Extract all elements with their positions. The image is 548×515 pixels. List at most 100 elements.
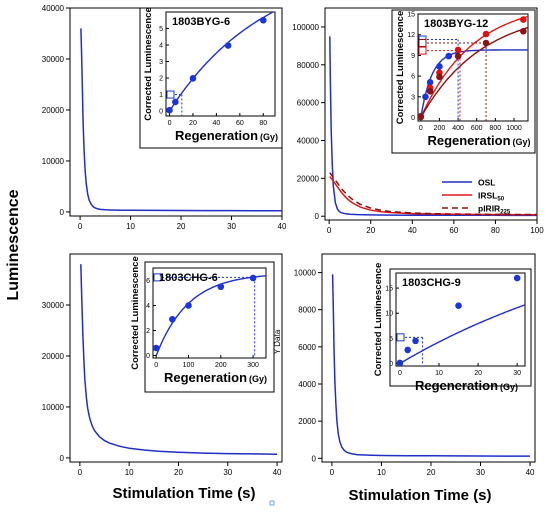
- legend-entry: IRSL50: [478, 191, 505, 203]
- x-tick-label: 60: [449, 226, 458, 235]
- y-tick-label: 0: [312, 454, 317, 463]
- inset-plot-frame: [395, 272, 526, 367]
- inset-y-tick-label: 5: [159, 26, 163, 33]
- series-line: [80, 28, 282, 212]
- inset-data-point: [454, 46, 462, 54]
- inset-y-tick-label: 10: [385, 311, 393, 318]
- inset-y-tick-label: 3: [159, 59, 163, 66]
- inset-x-axis-title: Regeneration: [415, 378, 498, 393]
- inset-x-tick-label: 400: [452, 125, 464, 132]
- inset-data-point: [259, 16, 267, 24]
- inset-x-axis-label: Regeneration (Gy): [415, 378, 518, 393]
- x-tick-label: 20: [174, 468, 183, 477]
- y-tick-label: 8000: [298, 306, 316, 315]
- inset-data-point: [185, 302, 192, 309]
- sample-label: 1803CHG-9: [402, 277, 461, 289]
- inset-data-point: [445, 52, 453, 60]
- inset-y-axis-label: Corrected Luminescence: [395, 11, 406, 125]
- inset-x-tick-label: 100: [183, 362, 195, 369]
- legend-entry-name: OSL: [478, 178, 495, 188]
- y-axis-label: Luminescence: [5, 189, 22, 300]
- inset-x-tick-label: 1000: [506, 125, 522, 132]
- inset-y-tick-label: 1: [159, 92, 163, 99]
- natural-signal-marker: [153, 273, 162, 282]
- inset-data-point: [217, 283, 225, 291]
- inset-x-tick-label: 800: [490, 125, 502, 132]
- legend-entry-subscript: 225: [500, 210, 511, 216]
- y-tick-label: 10000: [42, 157, 65, 166]
- x-tick-label: 0: [78, 222, 83, 231]
- inset-data-point: [189, 75, 197, 82]
- inset-right-axis-label: Y Data: [273, 329, 282, 354]
- inset-data-point: [172, 98, 179, 106]
- inset-x-tick-label: 40: [212, 120, 220, 127]
- inset-frame: [139, 7, 283, 149]
- y-tick-label: 40000: [42, 4, 65, 13]
- inset-x-axis-unit: (Gy): [260, 132, 278, 142]
- inset-x-tick-label: 0: [398, 370, 402, 377]
- inset-plot-frame: [165, 11, 276, 117]
- inset-y-tick-label: 4: [146, 303, 150, 310]
- inset-x-tick-label: 30: [513, 370, 521, 377]
- x-tick-label: 10: [377, 468, 386, 477]
- x-tick-label: 100: [530, 226, 544, 235]
- inset-data-point: [513, 274, 521, 282]
- sample-label: 1803BYG-6: [172, 16, 230, 28]
- sample-label: 1803CHG-6: [159, 272, 218, 284]
- series-line: [80, 264, 278, 456]
- x-tick-label: 40: [278, 222, 287, 231]
- inset-x-tick-label: 200: [434, 125, 446, 132]
- legend-entry-name: pIRIR: [478, 204, 500, 214]
- inset-fit-curve: [420, 15, 528, 118]
- inset-fit-curve: [168, 12, 275, 112]
- inset-data-point: [418, 113, 425, 121]
- inset-plot-frame: [152, 267, 267, 359]
- inset-data-point: [249, 274, 257, 282]
- inset-2: 0 200 400 600 800 1000 0 3 6 9 12 15 1803BYG-12 Regen…: [391, 9, 536, 154]
- inset-data-point: [436, 63, 443, 70]
- y-tick-label: 10000: [294, 269, 317, 278]
- y-tick-label: 0: [315, 212, 320, 221]
- x-tick-label: 0: [78, 468, 83, 477]
- x-tick-label: 20: [177, 222, 186, 231]
- y-tick-label: 100000: [292, 23, 319, 32]
- inset-y-tick-label: 0: [146, 353, 150, 360]
- y-tick-label: 0: [60, 208, 65, 217]
- inset-data-point: [455, 302, 462, 309]
- inset-y-axis-label: Corrected Luminescence: [143, 7, 154, 121]
- inset-x-tick-label: 60: [236, 120, 244, 127]
- inset-3: 0 100 200 300 0 2 4 6 1803CHG-6 Regeneration (Gy) C…: [130, 256, 275, 393]
- legend-entry-subscript: 50: [497, 197, 504, 203]
- inset-x-tick-label: 80: [259, 120, 267, 127]
- y-tick-label: 20000: [42, 106, 65, 115]
- x-tick-label: 80: [491, 226, 500, 235]
- panel-2: 0 20 40 60 80 1000200004000060000800001000000…: [292, 7, 544, 235]
- legend-entry: OSL: [478, 178, 495, 188]
- y-tick-label: 60000: [297, 99, 320, 108]
- inset-y-tick-label: 0: [389, 361, 393, 368]
- inset-data-point: [404, 346, 412, 354]
- inset-x-tick-label: 0: [154, 362, 158, 369]
- inset-x-axis-unit: (Gy): [513, 137, 531, 147]
- x-tick-label: 0: [327, 226, 332, 235]
- inset-y-tick-label: 0: [411, 115, 415, 122]
- x-tick-label: 30: [223, 468, 232, 477]
- inset-data-point: [426, 79, 434, 86]
- plot-frame: [69, 253, 283, 463]
- y-tick-label: 6000: [298, 343, 316, 352]
- inset-data-point: [153, 344, 160, 352]
- x-tick-label: 40: [526, 468, 535, 477]
- legend-entry-name: IRSL: [478, 191, 497, 201]
- panel-3: 0 10 20 30 40 0 10000 20000 30000 0 100 200 300 0 2 4 6 1…: [42, 253, 283, 477]
- x-tick-label: 20: [427, 468, 436, 477]
- y-tick-label: 10000: [42, 403, 65, 412]
- inset-y-tick-label: 15: [407, 12, 415, 19]
- inset-x-tick-label: 600: [471, 125, 483, 132]
- inset-x-axis-label: Regeneration (Gy): [427, 133, 530, 148]
- series-line-pirir: [329, 172, 537, 216]
- y-tick-label: 0: [60, 454, 65, 463]
- y-tick-label: 20000: [297, 174, 320, 183]
